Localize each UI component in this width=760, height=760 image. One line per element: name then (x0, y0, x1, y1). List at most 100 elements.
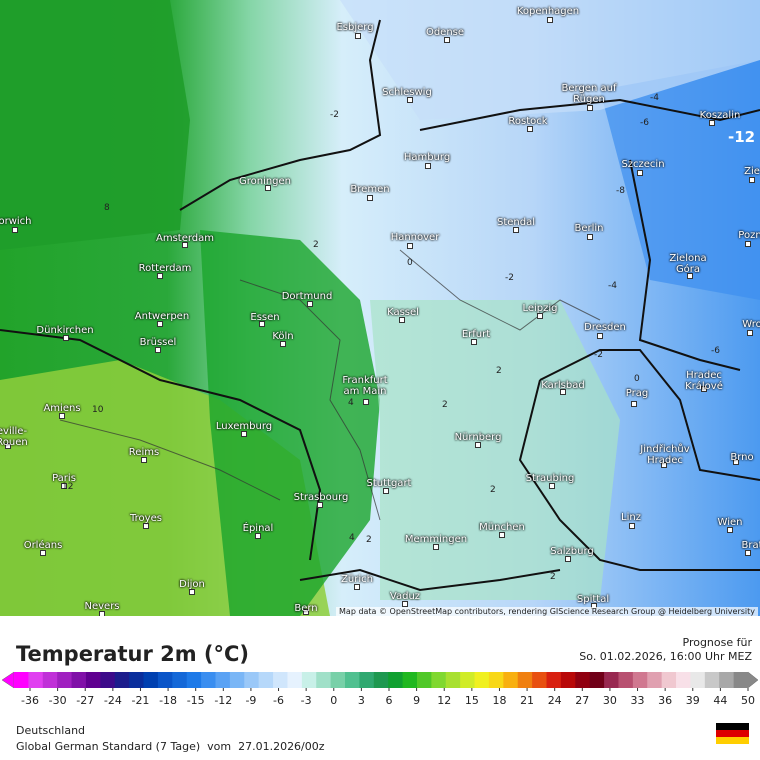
city-marker (537, 313, 543, 319)
city-marker (499, 532, 505, 538)
isoline-label: -4 (650, 93, 659, 103)
city-label: Dresden (584, 322, 626, 333)
isoline-label: 12 (62, 482, 74, 492)
isoline-label: -4 (608, 281, 617, 291)
city-marker (399, 317, 405, 323)
legend-swatch (632, 672, 648, 688)
legend-tick-label: 30 (603, 694, 617, 707)
city-label: Amiens (43, 403, 81, 414)
city-label: Essen (250, 312, 280, 323)
legend-swatch (301, 672, 317, 688)
city-label: Luxemburg (215, 421, 273, 432)
city-label: Stendal (496, 217, 535, 228)
legend-tick-label: -30 (49, 694, 67, 707)
city-label: Épinal (242, 523, 274, 534)
legend-swatch (172, 672, 188, 688)
city-marker (407, 243, 413, 249)
city-marker (513, 227, 519, 233)
city-label: Rostock (508, 116, 548, 127)
legend-tick-label: 9 (413, 694, 420, 707)
legend-swatch (129, 672, 145, 688)
legend-tick-label: -12 (214, 694, 232, 707)
isoline-label: -2 (505, 273, 514, 283)
city-label: orwich (0, 216, 32, 227)
legend-swatch (733, 672, 749, 688)
legend-swatch (85, 672, 101, 688)
legend-tick-label: 12 (437, 694, 451, 707)
city-marker (565, 556, 571, 562)
city-marker (549, 483, 555, 489)
city-marker (661, 462, 667, 468)
isoline-label: -12 (728, 128, 756, 146)
legend-swatch (28, 672, 44, 688)
city-label: Kopenhagen (516, 6, 580, 17)
legend-swatch (474, 672, 490, 688)
legend-swatch (244, 672, 260, 688)
city-marker (259, 321, 265, 327)
region: Deutschland (16, 724, 85, 737)
city-marker (701, 386, 707, 392)
city-label: Dortmund (281, 291, 333, 302)
city-marker (433, 544, 439, 550)
legend-tick-label: 33 (631, 694, 645, 707)
city-marker (157, 273, 163, 279)
legend-tick-label: 15 (465, 694, 479, 707)
legend-swatch (575, 672, 591, 688)
forecast-label: Prognose für (683, 636, 753, 649)
model-run: Global German Standard (7 Tage) vom 27.0… (16, 740, 325, 753)
map-background (0, 0, 760, 616)
city-label: Straubing (525, 473, 575, 484)
city-label: Strasbourg (293, 492, 349, 503)
legend-swatch (345, 672, 360, 688)
city-label: München (479, 522, 525, 533)
city-label: Bergen auf Rügen (561, 83, 617, 105)
city-marker (637, 170, 643, 176)
city-marker (444, 37, 450, 43)
city-label: Esbjerg (336, 22, 374, 33)
legend-swatch (359, 672, 375, 688)
isoline-label: -8 (616, 186, 625, 196)
legend-swatch (416, 672, 432, 688)
legend-swatch (100, 672, 116, 688)
city-marker (367, 195, 373, 201)
city-label: Köln (272, 331, 294, 342)
city-marker (363, 399, 369, 405)
legend-swatch (517, 672, 533, 688)
attribution: Map data © OpenStreetMap contributors, r… (336, 607, 758, 616)
legend-tick-label: 36 (658, 694, 672, 707)
legend-swatch (14, 672, 29, 688)
legend-swatch (647, 672, 663, 688)
legend-swatch (71, 672, 87, 688)
legend-swatch (560, 672, 576, 688)
city-marker (265, 185, 271, 191)
legend-swatch (546, 672, 562, 688)
city-label: Nürnberg (454, 432, 502, 443)
isoline-label: 2 (313, 240, 319, 250)
legend-swatch (143, 672, 159, 688)
city-label: Prag (625, 388, 649, 399)
legend-swatch (503, 672, 519, 688)
city-marker (587, 234, 593, 240)
isoline-label: 0 (634, 374, 640, 384)
city-marker (631, 401, 637, 407)
legend-tick-label: -36 (21, 694, 39, 707)
city-label: Wro (742, 319, 760, 330)
city-marker (40, 550, 46, 556)
city-label: Troyes (130, 513, 162, 524)
legend-swatch (373, 672, 389, 688)
city-label: Groningen (238, 176, 292, 187)
city-marker (709, 120, 715, 126)
city-marker (99, 611, 105, 616)
isoline-label: 4 (349, 533, 355, 543)
legend-swatch (215, 672, 231, 688)
city-marker (59, 413, 65, 419)
city-label: Jindřichův Hradec (640, 444, 690, 466)
legend-tick-label: -9 (245, 694, 256, 707)
isoline-label: -2 (330, 110, 339, 120)
city-label: Nevers (84, 601, 120, 612)
legend-swatch (488, 672, 504, 688)
city-label: Koszalin (699, 110, 741, 121)
city-marker (383, 488, 389, 494)
city-label: Brno (730, 452, 754, 463)
